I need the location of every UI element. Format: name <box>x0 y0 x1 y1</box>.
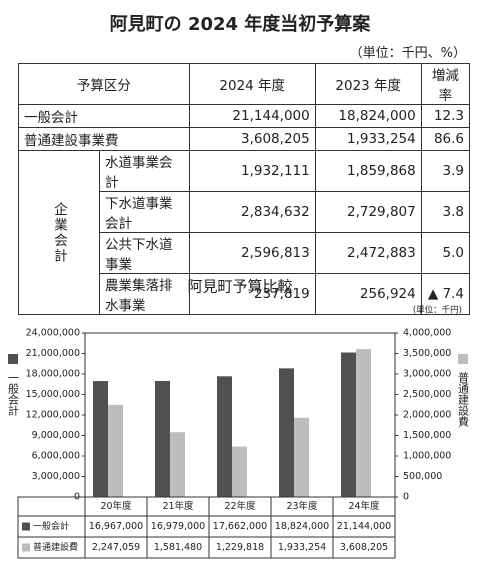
data-label: 1,229,818 <box>216 542 264 553</box>
cell: 21,144,000 <box>188 104 316 128</box>
bar <box>279 368 294 497</box>
cell: 86.6 <box>420 127 471 151</box>
cell: 水道事業会計 <box>99 150 190 192</box>
data-label: 21,144,000 <box>337 521 391 532</box>
y2-legend-swatch <box>458 354 468 364</box>
cell: ▲ 7.4 <box>420 273 471 315</box>
y2-tick-label: 2,500,000 <box>403 389 451 400</box>
cell: 1,933,254 <box>314 127 422 151</box>
cell: 普通建設事業費 <box>18 127 190 151</box>
y2-tick-label: 3,500,000 <box>403 348 451 359</box>
cell: 一般会計 <box>18 104 190 128</box>
chart: 阿見町予算比較 (単位：千円) 0 3,000,000 6,000,000 9,000… <box>7 278 470 559</box>
chart-unit: (単位：千円) <box>413 305 462 316</box>
cell: 237,819 <box>188 273 316 315</box>
page-title: 阿見町の 2024 年度当初予算案 <box>109 14 371 35</box>
cell: 3.8 <box>420 191 471 233</box>
header-cell: 2023 年度 <box>314 63 422 105</box>
bar <box>155 380 170 497</box>
y2-tick-label: 1,500,000 <box>403 430 451 441</box>
y-axis-label: 一般会計 <box>7 372 20 417</box>
legend-swatch <box>22 522 30 531</box>
x-tick-label: 20年度 <box>100 500 132 512</box>
y-tick-label: 3,000,000 <box>32 471 80 482</box>
y-tick-label: 15,000,000 <box>26 389 80 400</box>
header-cell: 2024 年度 <box>188 63 316 105</box>
data-label: 17,662,000 <box>213 521 267 532</box>
y2-tick-label: 0 <box>403 492 409 503</box>
cell: 2,596,813 <box>188 232 316 274</box>
cell: 3.9 <box>420 150 471 192</box>
cell: 下水道事業会計 <box>99 191 190 233</box>
data-label: 16,967,000 <box>89 521 143 532</box>
y-tick-label: 6,000,000 <box>32 451 80 462</box>
bar <box>356 349 371 497</box>
y-tick-label: 12,000,000 <box>26 410 80 421</box>
cell: 18,824,000 <box>314 104 422 128</box>
y2-tick-label: 500,000 <box>403 471 442 482</box>
cell: 3,608,205 <box>188 127 316 151</box>
y2-tick-label: 1,000,000 <box>403 451 451 462</box>
header-cell: 予算区分 <box>18 63 190 105</box>
data-label: 18,824,000 <box>275 521 329 532</box>
y2-tick-label: 3,000,000 <box>403 369 451 380</box>
x-tick-label: 24年度 <box>348 500 380 512</box>
y2-tick-label: 4,000,000 <box>403 328 451 339</box>
cell: 2,729,807 <box>314 191 422 233</box>
cell: 1,859,868 <box>314 150 422 192</box>
cell: 12.3 <box>420 104 471 128</box>
cell: 2,834,632 <box>188 191 316 233</box>
data-label: 1,933,254 <box>278 542 326 553</box>
legend-label: 普通建設費 <box>33 541 78 553</box>
data-label: 1,581,480 <box>154 542 202 553</box>
header-cell: 増減率 <box>420 63 471 105</box>
data-label: 3,608,205 <box>340 542 388 553</box>
y-tick-label: 9,000,000 <box>32 430 80 441</box>
y-legend-swatch <box>8 354 18 364</box>
cell: 256,924 <box>314 273 422 315</box>
y2-tick-label: 2,000,000 <box>403 410 451 421</box>
bar <box>93 381 108 497</box>
data-label: 16,979,000 <box>151 521 205 532</box>
y-tick-label: 24,000,000 <box>26 328 80 339</box>
budget-table: 予算区分 2024 年度 2023 年度 増減率 一般会計 21,144,000 18,8… <box>18 63 471 315</box>
y-tick-label: 18,000,000 <box>26 369 80 380</box>
bar <box>108 404 123 497</box>
bar <box>294 417 309 497</box>
x-tick-label: 22年度 <box>224 500 256 512</box>
chart-title: 阿見町予算比較 <box>187 278 292 296</box>
bar <box>232 446 247 497</box>
y2-axis-label: 普通建設費 <box>457 371 470 427</box>
cell: 5.0 <box>420 232 471 274</box>
bar <box>170 432 185 497</box>
bar <box>217 376 232 497</box>
bar <box>341 352 356 497</box>
x-tick-label: 21年度 <box>162 500 194 512</box>
x-tick-label: 23年度 <box>286 500 318 512</box>
group-label: 企業会計 <box>18 150 100 315</box>
unit-note: （単位：千円、%） <box>349 46 466 61</box>
y-tick-label: 21,000,000 <box>26 348 80 359</box>
cell: 1,932,111 <box>188 150 316 192</box>
legend-swatch <box>22 543 30 552</box>
legend-label: 一般会計 <box>33 520 69 532</box>
cell: 2,472,883 <box>314 232 422 274</box>
data-label: 2,247,059 <box>92 542 140 553</box>
